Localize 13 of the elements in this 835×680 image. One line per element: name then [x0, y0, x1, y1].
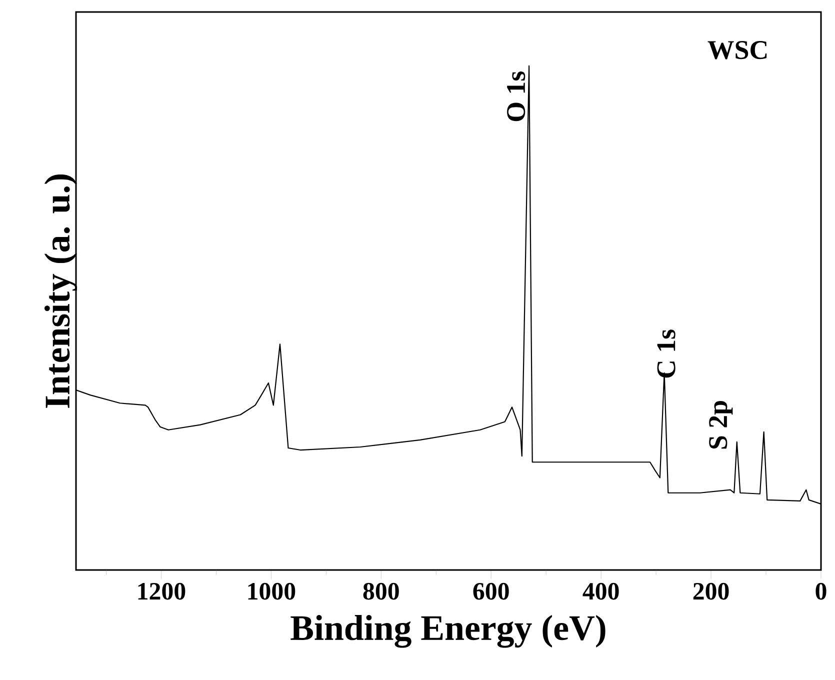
x-tick-label: 1200 — [138, 582, 186, 600]
x-tick-label: 600 — [473, 582, 509, 600]
text: WSC — [708, 41, 767, 60]
annotation: S 2p — [709, 401, 733, 449]
annotation: C 1s — [657, 330, 676, 378]
x-tick-label: 400 — [582, 582, 619, 600]
annotation: O 1s — [507, 72, 526, 122]
x-tick-label: 1000 — [248, 582, 296, 600]
y-axis-title: Intensity (a. u.) — [44, 174, 78, 408]
x-tick-label: 200 — [693, 582, 729, 600]
x-tick-label: 0 — [816, 582, 826, 600]
x-axis-title: Binding Energy (eV) — [290, 614, 606, 648]
x-tick-label: 800 — [363, 582, 399, 600]
